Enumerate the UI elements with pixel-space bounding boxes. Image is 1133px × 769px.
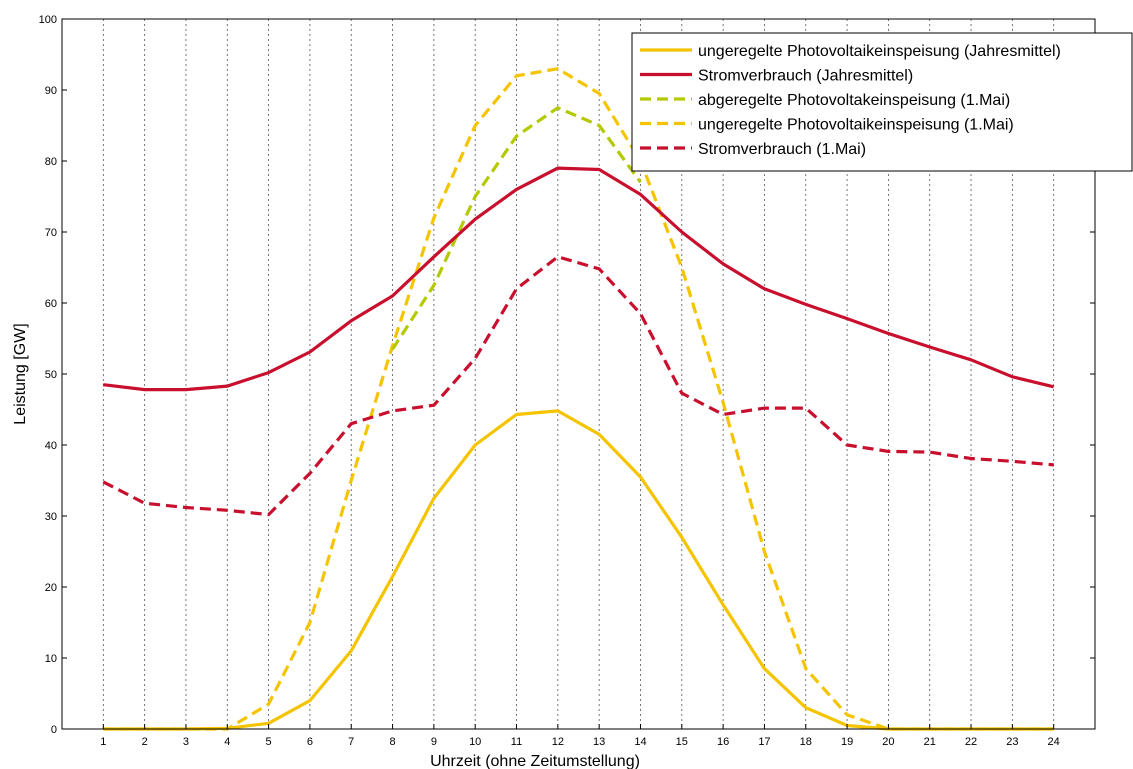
y-tick-label: 0 (51, 724, 57, 736)
x-tick-label: 19 (841, 736, 853, 748)
y-tick-label: 100 (39, 14, 57, 26)
x-tick-label: 21 (924, 736, 936, 748)
x-tick-label: 17 (758, 736, 770, 748)
y-axis-label: Leistung [GW] (12, 323, 29, 424)
x-axis-ticks: 1 2 3 4 5 6 7 8 9 10 11 12 13 14 15 16 17 18 19 20 21 22 23 24 (100, 724, 1060, 748)
series-line (102, 255, 1054, 517)
legend-entry: Stromverbrauch (Jahresmittel) (698, 68, 913, 85)
x-tick-label: 1 (100, 736, 106, 748)
legend-box (631, 32, 1133, 172)
x-tick-label: 23 (1006, 736, 1018, 748)
x-tick-label: 11 (511, 736, 522, 748)
x-tick-label: 10 (469, 736, 481, 748)
legend-entry: abgeregelte Photovoltakeinspeisung (1.Ma… (698, 92, 1010, 109)
x-tick-label: 24 (1048, 736, 1060, 748)
series-line (103, 166, 1055, 392)
x-tick-label: 6 (307, 736, 313, 748)
x-tick-label: 9 (431, 736, 437, 748)
series-line (391, 106, 642, 350)
y-axis-ticks: 0 10 20 30 40 50 60 70 80 90 100 (39, 14, 1095, 736)
y-tick-label: 30 (45, 511, 57, 523)
y-tick-label: 70 (45, 227, 57, 239)
x-tick-label: 13 (593, 736, 605, 748)
y-tick-label: 80 (45, 156, 57, 168)
legend-entry: ungeregelte Photovoltaikeinspeisung (Jah… (698, 43, 1061, 60)
x-tick-label: 12 (552, 736, 564, 748)
y-tick-label: 40 (45, 440, 57, 452)
x-tick-label: 20 (882, 736, 894, 748)
x-tick-label: 22 (965, 736, 977, 748)
legend-entry: Stromverbrauch (1.Mai) (698, 141, 866, 158)
x-tick-label: 18 (800, 736, 812, 748)
x-tick-label: 5 (266, 736, 272, 748)
y-tick-label: 10 (45, 653, 57, 665)
x-tick-label: 8 (389, 736, 395, 748)
legend-entry: ungeregelte Photovoltaikeinspeisung (1.M… (698, 117, 1014, 134)
x-tick-label: 4 (224, 736, 230, 748)
y-tick-label: 90 (45, 85, 57, 97)
y-tick-label: 50 (45, 369, 57, 381)
x-axis-label: Uhrzeit (ohne Zeitumstellung) (430, 753, 640, 769)
y-tick-label: 60 (45, 298, 57, 310)
x-tick-label: 7 (348, 736, 354, 748)
grid-lines (102, 19, 1055, 729)
x-tick-label: 16 (717, 736, 729, 748)
x-tick-label: 3 (183, 736, 189, 748)
legend: ungeregelte Photovoltaikeinspeisung (Jah… (631, 32, 1133, 172)
x-tick-label: 14 (634, 736, 646, 748)
x-tick-label: 2 (142, 736, 148, 748)
x-tick-label: 15 (676, 736, 688, 748)
y-tick-label: 20 (45, 582, 57, 594)
